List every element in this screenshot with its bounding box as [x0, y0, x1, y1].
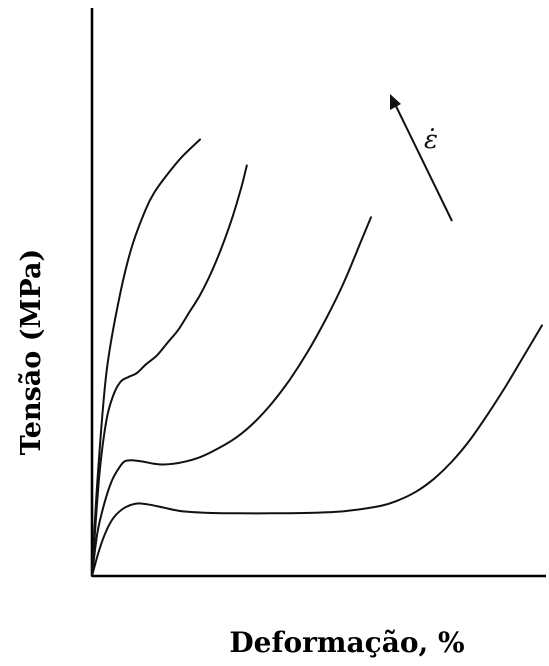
- x-axis-label: Deformação, %: [229, 626, 464, 659]
- strain-rate-arrow: [390, 94, 453, 222]
- curve-3: [91, 216, 372, 577]
- curves-group: [91, 138, 543, 577]
- strain-rate-label: ε̇: [424, 125, 438, 155]
- strain-rate-arrow-line: [393, 101, 453, 222]
- curve-1: [91, 138, 201, 577]
- strain-rate-arrow-head: [390, 94, 401, 110]
- y-axis-label: Tensão (MPa): [16, 249, 47, 455]
- curve-2: [91, 164, 248, 577]
- curve-4: [91, 324, 543, 577]
